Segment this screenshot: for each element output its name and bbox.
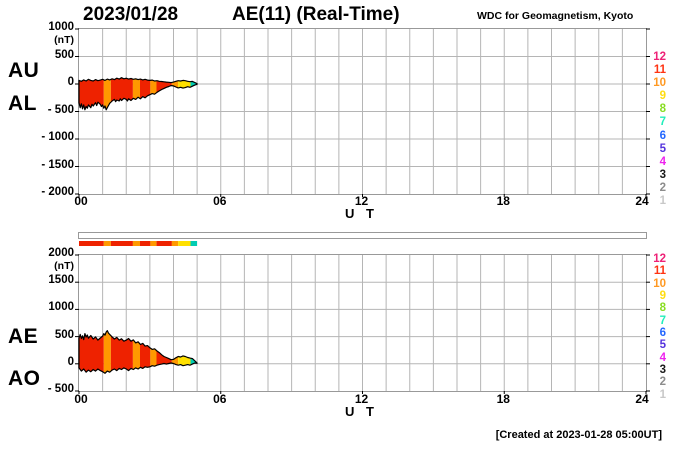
legend-station-count: 11 xyxy=(653,265,666,278)
y-axis-unit-label: (nT) xyxy=(54,34,74,46)
strip-band xyxy=(103,241,111,246)
index-area-band xyxy=(110,335,133,372)
y-tick-label: 0 xyxy=(67,76,74,88)
index-area-band xyxy=(150,348,157,367)
strip-band xyxy=(132,241,140,246)
index-name-ae: AE xyxy=(8,325,39,348)
y-tick-label: 1500 xyxy=(48,274,74,287)
ut-axis-label: U T xyxy=(345,404,378,419)
x-tick-label: 24 xyxy=(635,392,649,406)
y-tick-label: 0 xyxy=(67,355,74,368)
ae-ao-panel xyxy=(75,254,650,394)
legend-station-count: 1 xyxy=(659,195,666,208)
legend-station-count: 1 xyxy=(659,388,666,401)
legend-station-count: 5 xyxy=(659,339,666,352)
legend-station-count: 7 xyxy=(659,314,666,327)
index-name-al: AL xyxy=(8,92,37,115)
y-tick-label: 1000 xyxy=(48,21,74,33)
x-tick-label: 18 xyxy=(496,392,510,406)
legend-station-count: 12 xyxy=(653,51,666,63)
legend-station-count: 8 xyxy=(659,302,666,315)
strip-band xyxy=(150,241,157,246)
x-tick-label: 00 xyxy=(74,392,88,406)
legend-station-count: 4 xyxy=(659,155,666,168)
legend-station-count: 9 xyxy=(659,290,666,303)
legend-station-count: 10 xyxy=(653,277,666,290)
x-tick-label: 06 xyxy=(213,194,227,208)
legend-station-count: 10 xyxy=(653,77,666,90)
legend-station-count: 2 xyxy=(659,376,666,389)
index-area-band xyxy=(190,358,198,365)
y-tick-label: 2000 xyxy=(48,247,74,259)
top-station-count-legend: 12 11 10 9 8 7 6 5 4 3 2 1 xyxy=(646,51,666,208)
y-tick-label: - 500 xyxy=(47,103,74,116)
legend-station-count: 7 xyxy=(659,116,666,129)
index-name-ao: AO xyxy=(8,367,41,390)
y-tick-label: 1000 xyxy=(48,301,74,314)
legend-station-count: 9 xyxy=(659,90,666,103)
date-label: 2023/01/28 xyxy=(83,4,179,25)
index-area-band xyxy=(178,355,191,366)
index-area-band xyxy=(110,77,133,103)
legend-station-count: 2 xyxy=(659,181,666,194)
legend-station-count: 3 xyxy=(659,168,666,181)
page-title: AE(11) (Real-Time) xyxy=(232,4,400,25)
station-count-strip xyxy=(78,232,647,246)
bottom-station-count-legend: 12 11 10 9 8 7 6 5 4 3 2 1 xyxy=(646,253,666,401)
strip-band xyxy=(190,241,198,246)
legend-station-count: 8 xyxy=(659,103,666,116)
strip-band xyxy=(79,241,104,246)
index-name-au: AU xyxy=(8,59,40,82)
index-area-band xyxy=(103,330,111,374)
y-tick-label: - 1500 xyxy=(41,158,74,171)
strip-band xyxy=(178,241,191,246)
x-tick-label: 12 xyxy=(354,392,369,406)
legend-station-count: 4 xyxy=(659,351,666,364)
index-area-band xyxy=(132,78,140,100)
strip-band xyxy=(140,241,151,246)
index-area-band xyxy=(132,339,140,370)
index-outline xyxy=(78,329,198,374)
y-tick-label: 500 xyxy=(54,328,74,341)
org-label: WDC for Geomagnetism, Kyoto xyxy=(477,10,634,22)
y-tick-label: - 1000 xyxy=(41,131,74,143)
strip-band xyxy=(171,241,179,246)
strip-band xyxy=(156,241,172,246)
index-area-band xyxy=(150,80,157,95)
strip-band xyxy=(110,241,133,246)
legend-station-count: 6 xyxy=(659,129,666,142)
legend-station-count: 12 xyxy=(653,253,666,265)
ut-axis-label: U T xyxy=(345,206,378,221)
legend-station-count: 3 xyxy=(659,364,666,377)
index-area-band xyxy=(103,79,111,110)
top-plot xyxy=(75,28,650,197)
index-area-band xyxy=(140,343,151,369)
y-axis-unit-label: (nT) xyxy=(54,260,74,272)
legend-station-count: 11 xyxy=(653,64,666,77)
y-tick-label: - 500 xyxy=(47,383,74,395)
y-tick-label: - 2000 xyxy=(41,186,74,198)
legend-station-count: 6 xyxy=(659,327,666,340)
created-timestamp: [Created at 2023-01-28 05:00UT] xyxy=(495,429,662,441)
x-tick-label: 06 xyxy=(213,392,227,406)
strip-plot xyxy=(79,241,198,246)
legend-station-count: 5 xyxy=(659,142,666,155)
au-al-panel xyxy=(75,28,650,197)
y-tick-label: 500 xyxy=(54,48,74,61)
index-outline xyxy=(78,77,198,111)
index-area-band xyxy=(79,333,104,373)
x-tick-label: 00 xyxy=(74,194,88,208)
x-tick-label: 12 xyxy=(354,194,369,208)
index-area-band xyxy=(140,79,151,99)
x-tick-label: 24 xyxy=(635,194,649,208)
bottom-plot xyxy=(75,254,650,394)
x-tick-label: 18 xyxy=(496,194,510,208)
